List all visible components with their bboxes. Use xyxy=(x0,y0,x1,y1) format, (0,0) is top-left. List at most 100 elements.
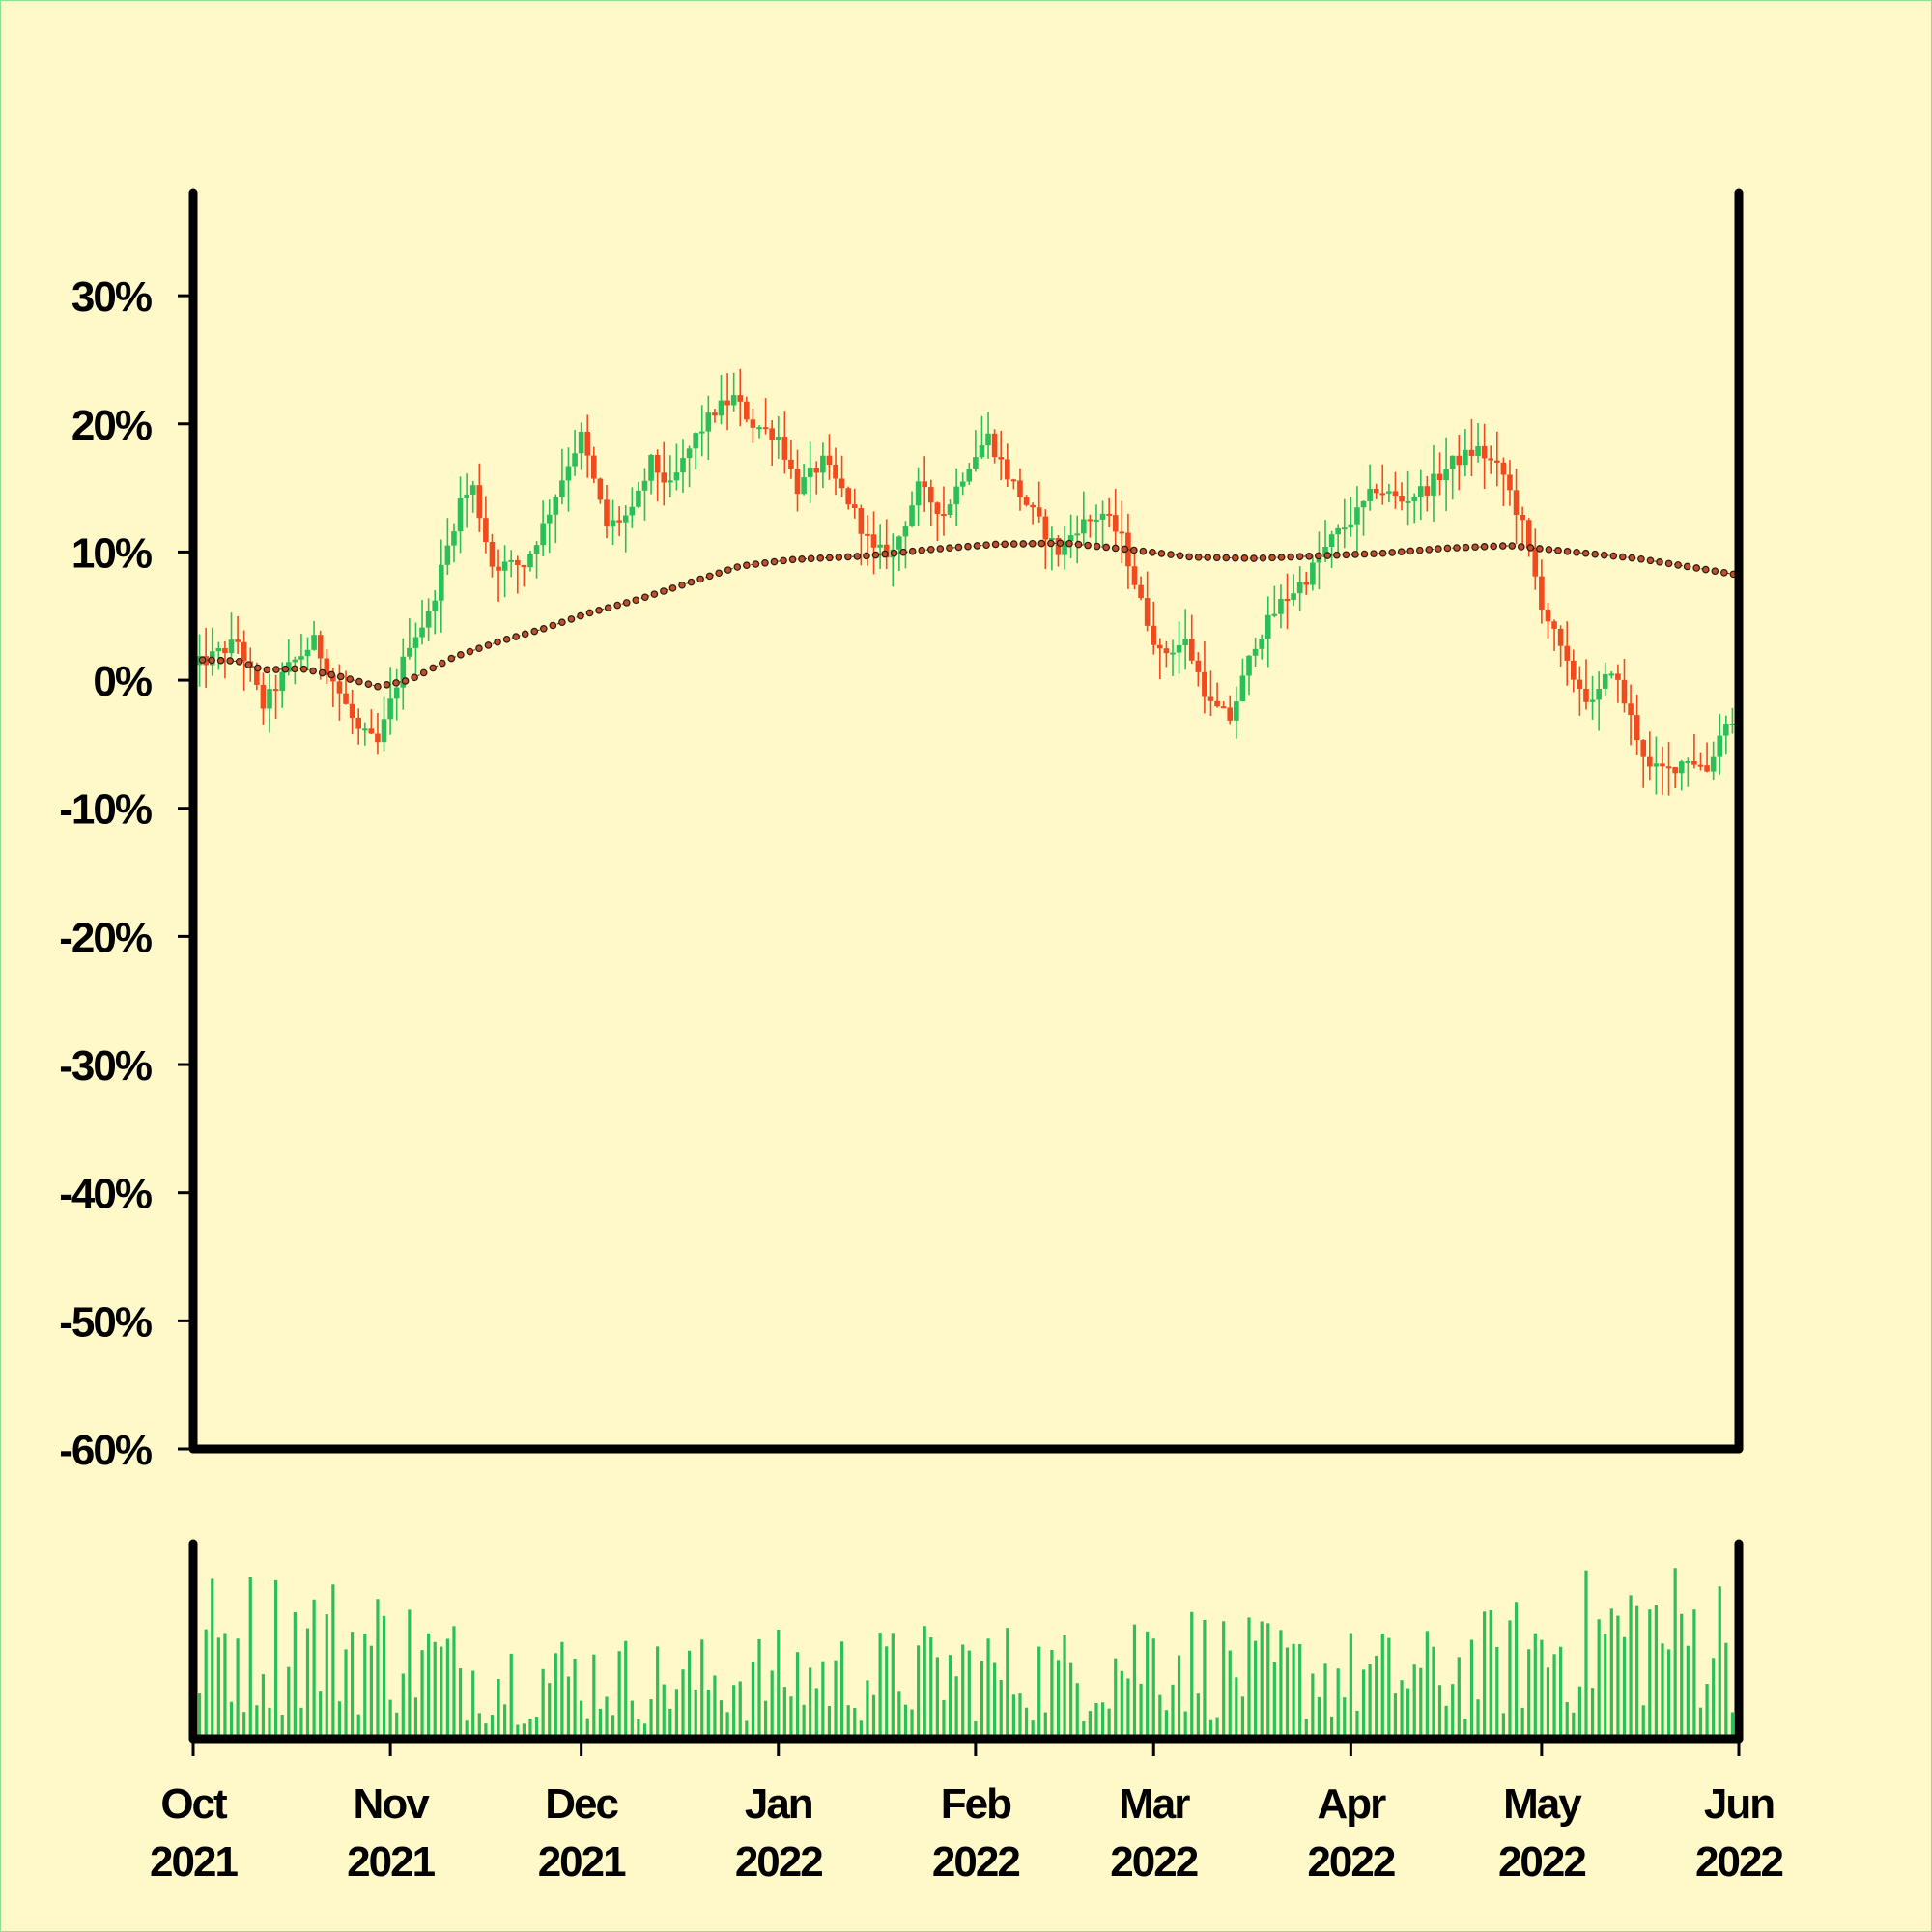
volume-bar xyxy=(1298,1643,1302,1739)
moving-average-point xyxy=(1480,543,1489,551)
candle xyxy=(973,430,979,472)
volume-bar xyxy=(897,1691,901,1739)
volume-bar xyxy=(1375,1655,1378,1739)
volume-bar xyxy=(261,1674,266,1739)
y-tick-label: 0% xyxy=(93,658,151,705)
candle xyxy=(1507,460,1513,506)
candle xyxy=(966,463,973,486)
moving-average-point xyxy=(1194,554,1203,561)
candle xyxy=(756,425,762,439)
volume-bar xyxy=(1139,1683,1143,1739)
moving-average-point xyxy=(973,542,981,550)
volume-bar xyxy=(1330,1716,1334,1739)
candle xyxy=(801,464,807,496)
volume-bar xyxy=(1463,1719,1467,1739)
candle xyxy=(1188,614,1195,665)
moving-average-point xyxy=(1240,554,1249,562)
moving-average-point xyxy=(632,596,640,605)
moving-average-point xyxy=(1435,545,1442,553)
volume-bar xyxy=(566,1676,571,1739)
candle xyxy=(1405,470,1411,526)
candle xyxy=(1417,469,1424,521)
volume-bar xyxy=(1432,1646,1435,1739)
candle xyxy=(1220,700,1227,709)
y-tick-label: 10% xyxy=(71,529,152,577)
volume-bar xyxy=(1215,1717,1219,1739)
candle xyxy=(425,598,432,641)
moving-average-point xyxy=(374,682,382,691)
candle xyxy=(1081,491,1087,546)
volume-bar xyxy=(814,1688,818,1739)
moving-average-point xyxy=(1074,540,1083,549)
candle xyxy=(1411,493,1417,524)
volume-bar xyxy=(871,1694,876,1739)
volume-bar xyxy=(223,1633,227,1739)
x-tick-year-label: 2022 xyxy=(735,1838,822,1886)
candle xyxy=(922,456,927,512)
moving-average-point xyxy=(1518,543,1525,551)
candle xyxy=(381,696,387,752)
moving-average-point xyxy=(1259,554,1267,562)
candle xyxy=(941,486,947,536)
volume-bar xyxy=(1208,1719,1213,1739)
candle xyxy=(1246,655,1252,696)
volume-bar xyxy=(1730,1712,1735,1739)
candle xyxy=(1431,444,1436,522)
moving-average-point xyxy=(1683,562,1691,571)
candle xyxy=(762,398,769,435)
candle xyxy=(304,637,311,670)
volume-bar xyxy=(312,1599,316,1739)
x-tick-year-label: 2022 xyxy=(1307,1838,1394,1886)
volume-bar xyxy=(528,1719,532,1739)
moving-average-point xyxy=(401,677,410,685)
candle xyxy=(1106,497,1112,527)
moving-average-point xyxy=(1536,545,1544,553)
volume-bar xyxy=(1164,1710,1169,1739)
volume-bar xyxy=(440,1646,443,1739)
candle xyxy=(661,441,668,506)
y-tick-label: -60% xyxy=(59,1427,152,1474)
moving-average-point xyxy=(1453,544,1461,552)
moving-average-point xyxy=(577,611,584,620)
candle xyxy=(1392,471,1399,509)
candle xyxy=(578,422,584,470)
volume-bar xyxy=(1343,1697,1347,1739)
volume-bar xyxy=(554,1653,557,1739)
moving-average-point xyxy=(1185,553,1193,561)
moving-average-point xyxy=(1351,551,1359,558)
y-tick-label: -10% xyxy=(59,786,152,834)
candle xyxy=(1227,695,1234,724)
volume-bar xyxy=(999,1679,1003,1739)
moving-average-point xyxy=(853,553,862,560)
volume-bar xyxy=(1565,1701,1569,1739)
volume-bar xyxy=(605,1696,609,1739)
candle xyxy=(1386,483,1392,503)
candle xyxy=(1234,686,1239,739)
moving-average-point xyxy=(1360,550,1369,558)
volume-bar xyxy=(598,1708,602,1739)
moving-average-point xyxy=(429,664,438,672)
moving-average-point xyxy=(1656,558,1663,566)
moving-average-point xyxy=(355,677,363,686)
candle xyxy=(641,468,648,521)
volume-bar xyxy=(980,1661,984,1739)
moving-average-point xyxy=(549,621,557,630)
volume-bar xyxy=(770,1670,774,1739)
moving-average-point xyxy=(1139,547,1148,555)
volume-bar xyxy=(1444,1705,1448,1739)
candle xyxy=(1259,634,1264,660)
moving-average-point xyxy=(521,630,529,639)
volume-bar xyxy=(993,1662,997,1739)
volume-bar xyxy=(1712,1658,1716,1739)
moving-average-point xyxy=(1314,552,1322,560)
moving-average-point xyxy=(908,547,917,555)
moving-average-point xyxy=(216,656,225,665)
candle xyxy=(1520,506,1525,546)
candle xyxy=(1202,641,1208,714)
volume-bar xyxy=(1616,1615,1620,1739)
x-tick-year-label: 2022 xyxy=(932,1838,1019,1886)
volume-bar xyxy=(534,1717,539,1739)
volume-bar xyxy=(1146,1631,1150,1739)
volume-bar xyxy=(885,1646,889,1739)
